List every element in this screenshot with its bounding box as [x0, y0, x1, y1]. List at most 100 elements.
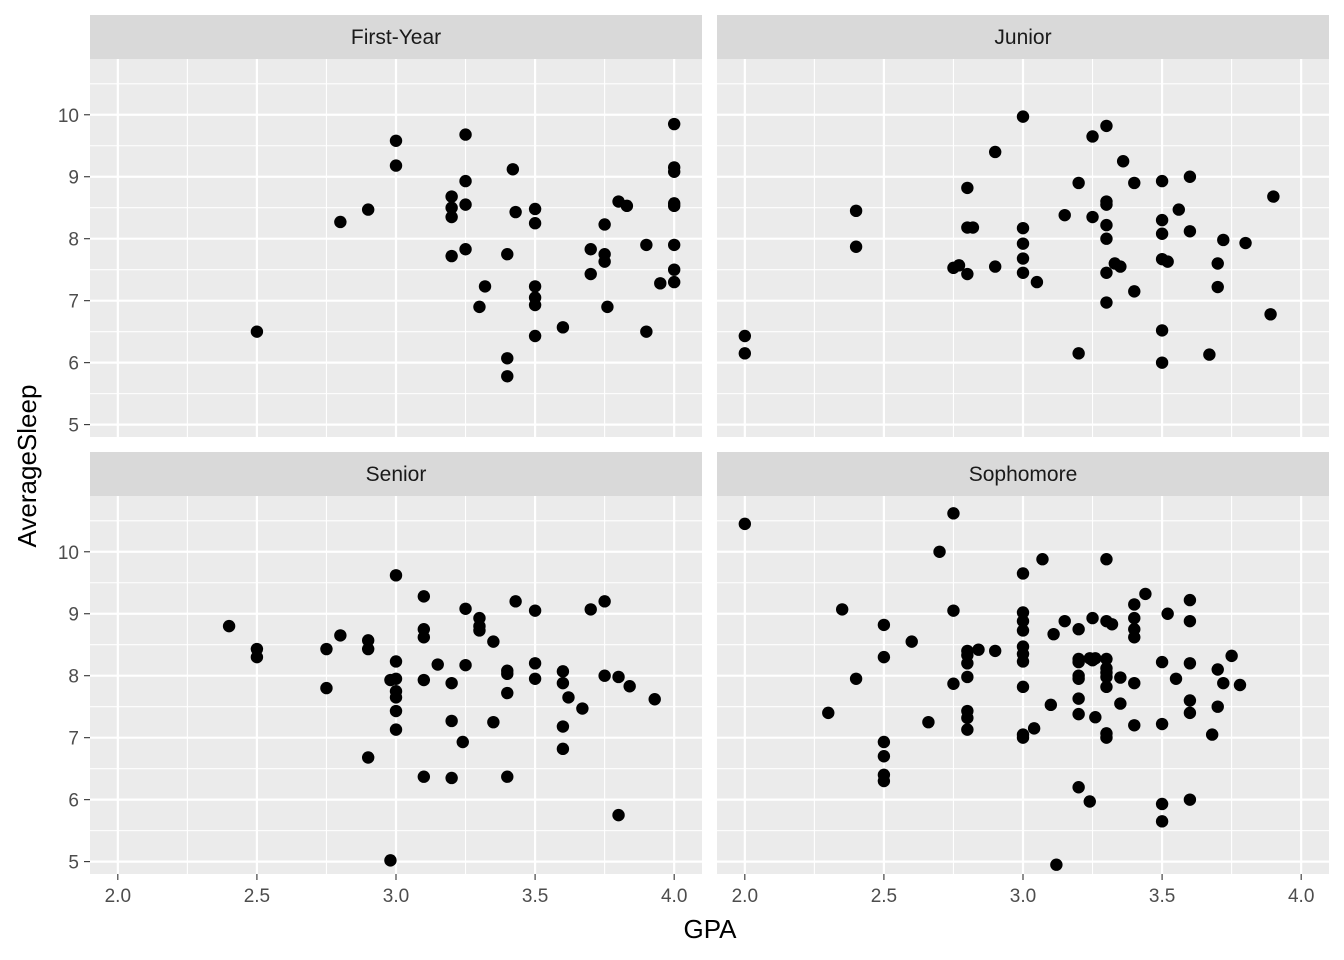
data-point: [528, 657, 542, 670]
data-point: [601, 300, 614, 314]
data-point: [640, 325, 653, 338]
x-tick-label: 3.5: [1149, 886, 1175, 907]
data-point: [961, 670, 974, 684]
data-point: [1183, 225, 1197, 238]
data-point: [1155, 227, 1169, 240]
facet-panel-junior: Junior: [717, 15, 1329, 437]
data-point: [361, 203, 375, 216]
data-point: [576, 702, 589, 715]
data-point: [431, 658, 444, 671]
data-point: [1183, 170, 1197, 183]
data-point: [1086, 130, 1099, 143]
data-point: [738, 517, 752, 531]
data-point: [473, 300, 486, 314]
facet-strip: [717, 452, 1329, 496]
data-point: [459, 198, 472, 211]
data-point: [361, 642, 375, 656]
data-point: [1100, 553, 1113, 566]
data-point: [1100, 198, 1113, 211]
data-point: [961, 711, 974, 725]
data-point: [947, 677, 960, 690]
x-tick-label: 4.0: [661, 886, 687, 907]
data-point: [506, 163, 520, 176]
data-point: [528, 604, 542, 617]
data-point: [1203, 348, 1216, 361]
data-point: [389, 159, 403, 172]
data-point: [445, 771, 458, 785]
data-point: [1030, 275, 1044, 289]
data-point: [654, 277, 667, 290]
data-point: [961, 267, 974, 281]
data-point: [528, 329, 542, 343]
data-point: [1016, 680, 1030, 694]
data-point: [947, 604, 960, 617]
data-point: [556, 742, 570, 756]
data-point: [459, 128, 472, 141]
data-point: [1183, 593, 1197, 607]
data-point: [1072, 655, 1085, 669]
data-point: [501, 352, 514, 365]
y-tick-label: 5: [68, 853, 79, 874]
x-tick-label: 3.5: [522, 886, 548, 907]
data-point: [556, 321, 570, 334]
data-point: [334, 215, 347, 229]
data-point: [501, 686, 514, 700]
data-point: [1114, 260, 1127, 273]
data-point: [445, 201, 458, 214]
data-point: [1100, 266, 1113, 279]
x-tick-label: 3.0: [1010, 886, 1036, 907]
data-point: [250, 650, 264, 664]
x-tick-label: 2.5: [244, 886, 270, 907]
y-tick-label: 10: [58, 543, 79, 564]
data-point: [389, 723, 403, 736]
data-point: [988, 260, 1002, 273]
data-point: [1044, 698, 1058, 712]
data-point: [320, 642, 333, 656]
data-point: [501, 667, 514, 681]
data-point: [667, 165, 681, 178]
data-point: [1183, 614, 1197, 628]
data-point: [667, 238, 681, 252]
data-point: [877, 618, 891, 632]
data-point: [1072, 623, 1085, 636]
data-point: [528, 298, 542, 312]
data-point: [1016, 237, 1030, 250]
data-point: [445, 210, 458, 224]
facet-panels: First-Year Junior Senior Sophomore: [90, 15, 1329, 874]
facet-panel-sophomore: Sophomore: [717, 452, 1329, 874]
data-point: [1100, 232, 1113, 245]
data-point: [648, 693, 661, 706]
data-point: [528, 202, 542, 216]
data-point: [1233, 678, 1247, 692]
data-point: [456, 735, 469, 749]
data-point: [528, 217, 542, 230]
data-point: [1128, 176, 1141, 190]
data-point: [849, 672, 863, 686]
data-point: [509, 595, 522, 608]
data-point: [1016, 655, 1030, 668]
data-point: [667, 117, 681, 131]
data-point: [1128, 598, 1141, 611]
data-point: [1155, 717, 1169, 731]
data-point: [384, 854, 397, 867]
data-point: [947, 507, 960, 520]
data-point: [1058, 614, 1071, 628]
data-point: [667, 263, 681, 276]
data-point: [1100, 670, 1113, 684]
data-point: [1128, 676, 1141, 690]
data-point: [952, 259, 966, 272]
y-tick-label: 9: [68, 168, 79, 189]
data-point: [1128, 611, 1141, 625]
data-point: [389, 672, 403, 686]
data-point: [1211, 700, 1224, 713]
data-point: [1016, 614, 1030, 628]
data-point: [966, 221, 980, 234]
data-point: [905, 635, 918, 648]
x-axis-title: GPA: [684, 914, 738, 944]
data-point: [1089, 711, 1102, 724]
data-point: [1105, 618, 1119, 631]
data-point: [478, 280, 492, 293]
data-point: [1172, 203, 1185, 216]
data-point: [961, 723, 974, 736]
